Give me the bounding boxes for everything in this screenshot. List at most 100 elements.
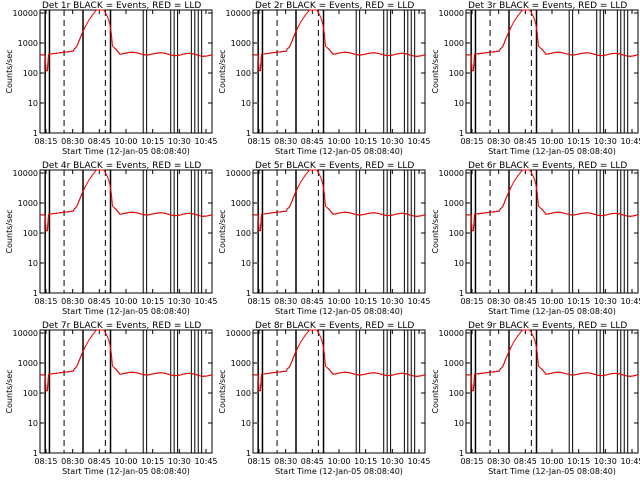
x-tick-label: 10:45 [620,137,640,146]
y-tick-label: 1000 [231,199,251,208]
panel-title: Det 6r BLACK = Events, RED = LLD [468,161,627,171]
y-tick-label: 1 [246,449,251,458]
x-axis-label: Start Time (12-Jan-05 08:08:40) [275,307,403,316]
x-tick-label: 10:00 [114,457,137,466]
x-axis-label: Start Time (12-Jan-05 08:08:40) [275,467,403,476]
x-tick-label: 08:45 [514,297,537,306]
x-tick-label: 08:15 [247,297,270,306]
y-tick-label: 100 [449,229,464,238]
y-tick-label: 1000 [18,359,38,368]
y-tick-label: 1 [246,289,251,298]
y-tick-label: 10 [241,99,251,108]
x-axis-label: Start Time (12-Jan-05 08:08:40) [62,307,190,316]
x-tick-label: 08:30 [274,137,297,146]
y-tick-label: 100 [236,69,251,78]
x-tick-label: 10:00 [540,457,563,466]
events-series-line [466,186,639,232]
detector-panel-9: Det 9r BLACK = Events, RED = LLD10000100… [431,321,640,476]
lld-series-line [466,329,639,392]
x-tick-label: 10:00 [114,297,137,306]
y-axis-label: Counts/sec [431,209,440,253]
detector-panel-4: Det 4r BLACK = Events, RED = LLD10000100… [5,161,218,316]
x-tick-label: 10:15 [141,457,164,466]
y-axis-label: Counts/sec [5,209,14,253]
events-series-line [253,26,426,72]
y-tick-label: 100 [236,389,251,398]
y-tick-label: 100 [23,69,38,78]
y-tick-label: 1 [459,449,464,458]
x-tick-label: 10:45 [620,457,640,466]
x-tick-label: 10:30 [381,297,404,306]
x-tick-label: 10:00 [540,297,563,306]
panel-title: Det 7r BLACK = Events, RED = LLD [42,321,201,331]
x-tick-label: 10:15 [354,137,377,146]
x-axis-label: Start Time (12-Jan-05 08:08:40) [62,147,190,156]
x-tick-label: 08:45 [514,457,537,466]
plot-frame [252,9,426,134]
x-tick-label: 08:45 [88,297,111,306]
y-tick-label: 1000 [18,199,38,208]
x-tick-label: 08:15 [460,137,483,146]
plot-frame [39,169,213,294]
y-tick-label: 100 [23,389,38,398]
x-tick-label: 10:45 [194,137,217,146]
x-tick-label: 10:30 [594,137,617,146]
panel-title: Det 2r BLACK = Events, RED = LLD [255,1,414,11]
x-tick-label: 08:45 [88,457,111,466]
x-tick-label: 08:45 [301,137,324,146]
lld-series-line [40,169,213,232]
y-tick-label: 10 [454,419,464,428]
panel-title: Det 5r BLACK = Events, RED = LLD [255,161,414,171]
x-tick-label: 08:30 [487,297,510,306]
detector-panel-2: Det 2r BLACK = Events, RED = LLD10000100… [218,1,431,156]
y-tick-label: 10 [28,259,38,268]
x-tick-label: 10:00 [540,137,563,146]
x-tick-label: 08:15 [460,457,483,466]
lld-series-line [40,9,213,72]
y-tick-label: 100 [449,389,464,398]
y-axis-label: Counts/sec [5,369,14,413]
panel-title: Det 9r BLACK = Events, RED = LLD [468,321,627,331]
lld-series-line [40,329,213,392]
y-tick-label: 1 [33,289,38,298]
x-tick-label: 10:15 [141,297,164,306]
y-tick-label: 1 [33,449,38,458]
plot-frame [465,329,639,454]
detector-panel-7: Det 7r BLACK = Events, RED = LLD10000100… [5,321,218,476]
events-series-line [466,26,639,72]
panel-title: Det 8r BLACK = Events, RED = LLD [255,321,414,331]
events-series-line [40,26,213,72]
y-tick-label: 10000 [226,329,251,338]
y-axis-label: Counts/sec [218,49,227,93]
x-tick-label: 10:00 [327,137,350,146]
x-tick-label: 08:45 [301,457,324,466]
x-axis-label: Start Time (12-Jan-05 08:08:40) [62,467,190,476]
detector-panel-8: Det 8r BLACK = Events, RED = LLD 10000 100… [218,321,431,476]
x-tick-label: 10:15 [567,297,590,306]
lld-series-line [253,329,426,392]
events-series-line [253,346,426,392]
y-tick-label: 10000 [226,169,251,178]
events-series-line [40,346,213,392]
plot-frame [465,169,639,294]
y-axis-label: Counts/sec [218,369,227,413]
y-tick-label: 10000 [439,329,464,338]
detector-panel-3: Det 3r BLACK = Events, RED = LLD10000100… [431,1,640,156]
y-tick-label: 100 [449,69,464,78]
events-series-line [253,186,426,232]
x-tick-label: 08:30 [487,457,510,466]
y-tick-label: 10000 [13,9,38,18]
detector-panel-1: Det 1r BLACK = Events, RED = LLD10000100… [5,1,218,156]
y-tick-label: 10000 [439,9,464,18]
detector-panel-5: Det 5r BLACK = Events, RED = LLD10000100… [218,161,431,316]
y-tick-label: 1000 [444,359,464,368]
y-axis-label: Counts/sec [431,49,440,93]
x-tick-label: 08:30 [274,457,297,466]
lld-series-line [253,169,426,232]
x-tick-label: 08:45 [88,137,111,146]
plot-frame [465,9,639,134]
y-tick-label: 10 [241,259,251,268]
x-tick-label: 10:15 [567,457,590,466]
detector-panel-6: Det 6r BLACK = Events, RED = LLD10000100… [431,161,640,316]
